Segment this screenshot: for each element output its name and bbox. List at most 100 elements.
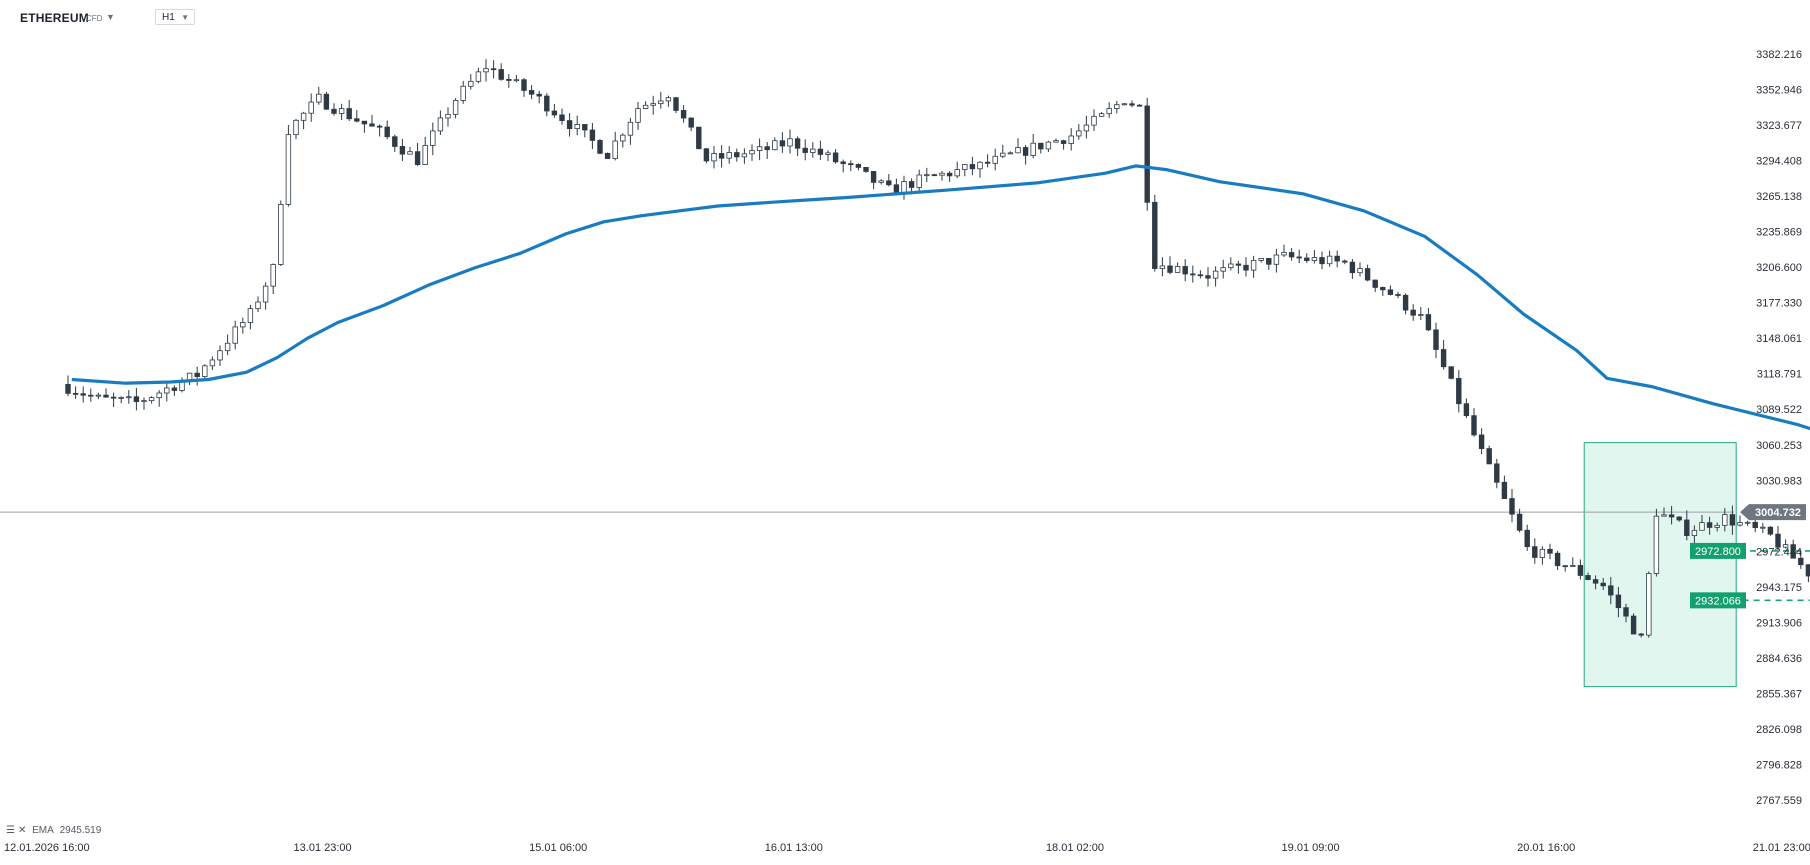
candle-body [80, 393, 86, 396]
candle-body [490, 68, 497, 71]
candle-body [1098, 113, 1105, 117]
candle-body [1676, 516, 1682, 521]
candle-body [1615, 594, 1622, 609]
candle-body [468, 80, 474, 87]
candle-body [1494, 463, 1500, 483]
candle-body [650, 103, 656, 106]
candle-body [240, 322, 246, 328]
candle-body [1668, 514, 1675, 518]
candle-body [1030, 142, 1036, 156]
candle-body [521, 79, 527, 91]
price-tick-label: 3235.869 [1756, 227, 1802, 239]
candle-body [779, 140, 786, 147]
candle-body [1402, 294, 1409, 311]
candle-body [1661, 514, 1667, 517]
candle-body [544, 95, 550, 112]
candle-body [696, 126, 702, 150]
candle-body [293, 119, 299, 136]
candle-body [369, 123, 375, 127]
candle-body [1684, 519, 1690, 537]
candle-body [1296, 256, 1302, 259]
candle-body [627, 121, 634, 136]
candle-body [1524, 529, 1530, 548]
candle-body [817, 148, 824, 155]
close-icon[interactable]: ✕ [17, 825, 27, 836]
candle-body [1076, 130, 1082, 137]
support-zone[interactable] [1583, 442, 1737, 688]
candle-body [810, 148, 816, 153]
candle-body [1144, 105, 1150, 203]
candle-body [1152, 201, 1158, 269]
candle-body [1463, 403, 1470, 417]
candle-body [908, 181, 915, 188]
candle-body [247, 308, 254, 323]
candle-body [1334, 255, 1340, 262]
caret-down-icon[interactable]: ▼ [106, 12, 115, 22]
candle-body [1509, 498, 1515, 515]
candle-body [1722, 514, 1728, 526]
time-tick-label: 13.01 23:00 [294, 842, 352, 854]
candle-body [1022, 147, 1029, 156]
candle-body [734, 152, 740, 158]
price-level-label: 2972.800 [1695, 546, 1741, 558]
candle-body [392, 136, 398, 147]
symbol-name[interactable]: ETHEREUM [20, 11, 89, 25]
candle-body [954, 169, 960, 177]
candle-body [1547, 548, 1553, 554]
price-tick-label: 3177.330 [1756, 298, 1802, 310]
candle-body [1410, 309, 1416, 316]
price-axis: 3382.216 3352.946 3323.677 3294.408 3265.138… [1740, 49, 1806, 807]
candle-body [1357, 268, 1363, 274]
candle-body [984, 161, 991, 164]
candle-body [946, 172, 953, 177]
candle-body [1592, 579, 1599, 584]
price-tick-label: 3206.600 [1756, 262, 1802, 274]
timeframe-select[interactable]: H1 ▼ [155, 9, 195, 25]
list-icon[interactable]: ☰ [6, 825, 15, 836]
candle-body [1714, 524, 1720, 528]
candle-body [916, 174, 922, 188]
candle-body [407, 151, 413, 155]
candle-body [1273, 254, 1280, 265]
price-tick-label: 3030.983 [1756, 475, 1802, 487]
candle-body [1045, 141, 1052, 150]
candle-body [1486, 448, 1492, 465]
candle-body [741, 153, 748, 158]
candle-body [574, 124, 580, 129]
candle-body [1038, 142, 1044, 150]
candle-body [772, 140, 778, 151]
candle-body [1691, 529, 1698, 537]
candle-body [1121, 103, 1128, 106]
candle-body [232, 326, 238, 344]
candle-body [764, 146, 770, 151]
candle-body [612, 140, 618, 159]
candle-body [1114, 104, 1120, 109]
candle-body [536, 93, 542, 97]
candle-body [1433, 329, 1439, 350]
time-tick-label: 15.01 06:00 [529, 842, 587, 854]
candle-body [118, 397, 124, 399]
candle-body [1174, 266, 1181, 273]
candle-body [589, 129, 596, 141]
candle-body [1387, 289, 1394, 295]
ema-line[interactable] [71, 164, 1810, 602]
candle-body [673, 97, 679, 111]
candle-body [832, 152, 839, 163]
candle-body [1570, 565, 1576, 567]
candle-body [1342, 260, 1348, 263]
candle-body [1760, 526, 1766, 529]
candle-body [445, 113, 451, 119]
price-tick-label: 2767.559 [1756, 795, 1802, 807]
candle-body [414, 151, 421, 165]
candle-body [1000, 152, 1006, 157]
candle-body [1304, 257, 1310, 262]
candle-body [1798, 557, 1804, 566]
candle-body [1380, 287, 1386, 291]
candle-body [1805, 564, 1810, 577]
candle-body [156, 392, 162, 399]
candle-body [931, 174, 938, 177]
indicator-name: EMA [32, 825, 54, 836]
candle-body [1235, 263, 1242, 266]
candle-body [270, 264, 276, 287]
